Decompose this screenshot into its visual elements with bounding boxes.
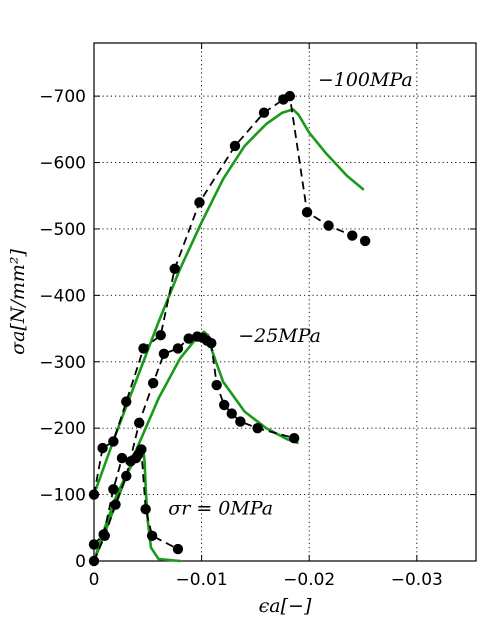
experiment-point bbox=[88, 555, 100, 567]
experiment-point bbox=[211, 379, 222, 391]
y-tick-label: −400 bbox=[39, 286, 86, 306]
y-tick-label: −700 bbox=[39, 87, 86, 107]
experiment-point bbox=[108, 436, 119, 447]
experiment-point bbox=[97, 442, 108, 454]
experiment-point bbox=[258, 107, 270, 118]
experiment-point bbox=[284, 90, 296, 102]
y-tick-label: −500 bbox=[39, 220, 86, 240]
experiment-point bbox=[138, 343, 149, 354]
x-axis-label: ϵa[−] bbox=[259, 595, 312, 617]
experiment-point bbox=[172, 543, 184, 555]
experiment-point bbox=[169, 263, 180, 274]
experiment-point bbox=[288, 432, 300, 444]
plot-frame bbox=[93, 42, 477, 562]
model-curve bbox=[92, 330, 299, 563]
y-axis-label: σa[N/mm²] bbox=[7, 249, 29, 355]
experiment-point bbox=[155, 330, 166, 341]
x-tick-label: −0.01 bbox=[176, 570, 228, 590]
experiment-point bbox=[121, 470, 132, 482]
experiment-line bbox=[93, 335, 295, 562]
y-tick-label: −600 bbox=[39, 154, 86, 174]
experiment-point bbox=[172, 343, 184, 354]
series-annotation: σr = 0MPa bbox=[168, 498, 273, 520]
experiment-point bbox=[323, 220, 334, 231]
experiment-point bbox=[359, 235, 371, 247]
experiment-point bbox=[88, 539, 100, 550]
experiment-point bbox=[136, 444, 147, 455]
series-layer bbox=[88, 90, 371, 567]
grid-lines bbox=[94, 43, 476, 561]
x-tick-label: 0 bbox=[89, 570, 100, 590]
experiment-line bbox=[93, 94, 366, 495]
experiment-point bbox=[194, 197, 205, 208]
y-tick-label: −200 bbox=[39, 419, 86, 439]
y-tick-label: 0 bbox=[75, 552, 86, 572]
y-tick-label: −100 bbox=[39, 486, 86, 506]
experiment-point bbox=[133, 417, 145, 429]
experiment-point bbox=[88, 489, 100, 500]
experiment-point bbox=[206, 337, 217, 349]
experiment-point bbox=[226, 408, 237, 419]
x-tick-label: −0.02 bbox=[283, 570, 335, 590]
experiment-point bbox=[116, 452, 128, 464]
experiment-point bbox=[219, 399, 230, 411]
experiment-point bbox=[229, 140, 241, 152]
experiment-point bbox=[301, 207, 313, 218]
model-curve bbox=[92, 108, 365, 496]
annotation-layer: −100MPa −25MPa σr = 0MPa bbox=[168, 69, 412, 519]
experiment-point bbox=[140, 504, 151, 515]
axis-ticks: 0 −0.01 −0.02 −0.03 0 −100 −200 −300 −400 −500 −60… bbox=[39, 43, 476, 590]
experiment-point bbox=[110, 499, 121, 510]
experiment-point bbox=[147, 377, 159, 389]
experiment-point bbox=[146, 530, 158, 541]
experiment-point bbox=[347, 230, 358, 241]
experiment-point bbox=[158, 348, 170, 359]
experiment-point bbox=[235, 416, 246, 427]
experiment-point bbox=[252, 422, 263, 434]
x-tick-label: −0.03 bbox=[391, 570, 443, 590]
experiment-point bbox=[121, 396, 132, 407]
model-curve bbox=[92, 450, 182, 563]
experiment-point bbox=[108, 484, 119, 495]
experiment-point bbox=[98, 529, 109, 540]
y-tick-label: −300 bbox=[39, 353, 86, 373]
series-annotation: −25MPa bbox=[238, 325, 321, 347]
experiment-point bbox=[183, 333, 194, 344]
series-annotation: −100MPa bbox=[318, 69, 413, 91]
